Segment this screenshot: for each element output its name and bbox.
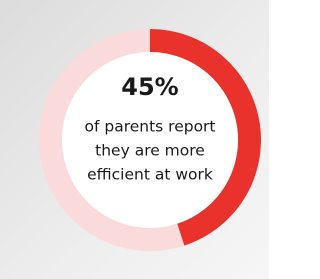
- caption: of parents report they are more efficient …: [84, 118, 215, 184]
- value-label: 45%: [121, 73, 178, 101]
- caption-line: of parents report: [84, 118, 215, 136]
- caption-line: they are more: [95, 142, 205, 160]
- chart: 45% of parents report they are more effici…: [0, 0, 269, 279]
- page: 45% of parents report they are more effici…: [0, 0, 269, 279]
- caption-line: efficient at work: [87, 166, 213, 184]
